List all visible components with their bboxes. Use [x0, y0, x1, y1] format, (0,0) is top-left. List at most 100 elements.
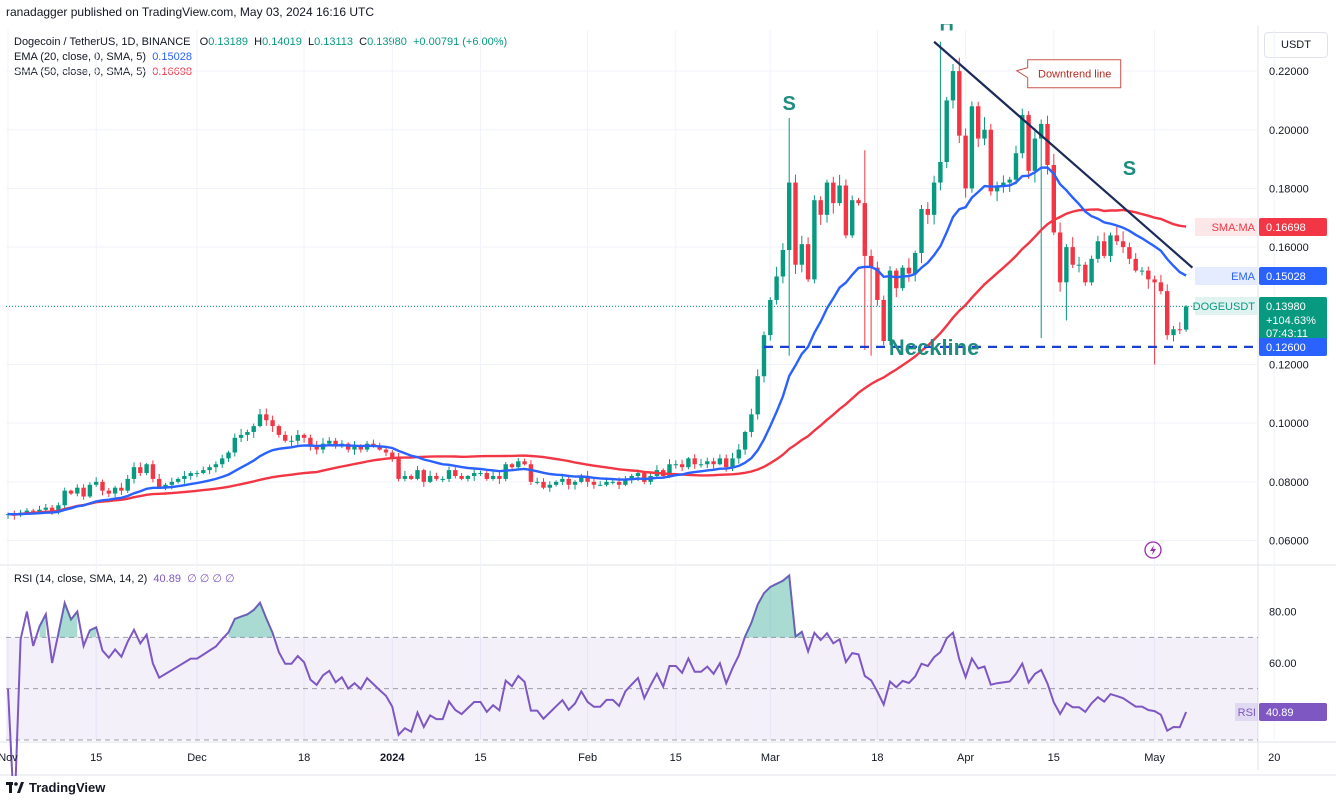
rsi-legend[interactable]: RSI (14, close, SMA, 14, 2) 40.89 ∅ ∅ ∅ … — [14, 572, 235, 585]
candle-body — [1127, 247, 1132, 259]
candle-body — [453, 470, 458, 476]
time-tick-label: 15 — [474, 752, 486, 764]
candle-body — [894, 270, 899, 289]
callout-box — [1015, 59, 1122, 89]
price-tick-label: 0.22000 — [1269, 66, 1309, 78]
candle-body — [421, 470, 426, 482]
legend-close-label: C — [359, 36, 368, 48]
candle-body — [490, 475, 496, 479]
candle-body — [163, 484, 168, 488]
price-tick-label: 0.08000 — [1269, 477, 1309, 489]
rsi-overbought-fill — [745, 575, 802, 638]
candle-body — [1114, 235, 1119, 242]
chart-legend: Dogecoin / TetherUS, 1D, BINANCE O0.1318… — [14, 35, 507, 80]
candle-body — [736, 449, 741, 459]
candle-body — [856, 200, 861, 204]
legend-ema-label: EMA (20, close, 0, SMA, 5) — [14, 51, 147, 63]
lightning-icon[interactable] — [1144, 541, 1162, 559]
candle-body — [1158, 282, 1164, 292]
candle-body — [301, 434, 307, 438]
candle-body — [1095, 241, 1101, 259]
legend-low: 0.13113 — [314, 36, 354, 48]
published-by-text: ranadagger published on TradingView.com,… — [6, 5, 375, 19]
legend-open-label: O — [199, 36, 209, 48]
drawings: S H S Neckline Downtrend line — [6, 24, 1258, 559]
candle-body — [1032, 138, 1038, 171]
candle-body — [188, 473, 193, 476]
price-axis[interactable]: 0.060000.080000.100000.120000.140000.160… — [1269, 66, 1309, 670]
downtrend-line — [933, 40, 1194, 269]
candle-body — [201, 470, 206, 474]
legend-sma-label: SMA (50, close, 0, SMA, 5) — [14, 66, 147, 78]
rsi-background — [6, 636, 1258, 741]
candle-body — [755, 376, 760, 415]
candle-body — [81, 487, 86, 497]
time-axis[interactable]: Nov 15 Dec 18 2024 15 Feb 15 Mar 18 Apr 15 May 20 — [0, 752, 1280, 764]
rsi-tick-label: 60.00 — [1269, 658, 1297, 670]
rsi-tag-name-bg — [1235, 703, 1258, 721]
price-tag-name-bg — [1195, 297, 1258, 315]
candle-body — [598, 484, 603, 486]
candle-body — [906, 267, 912, 274]
candle-body — [1057, 232, 1063, 283]
candle-body — [1013, 153, 1019, 180]
price-tag-value-bg — [1259, 338, 1327, 356]
candle-body — [566, 478, 571, 485]
candle-body — [125, 478, 130, 491]
candle-body — [585, 475, 590, 482]
candle-body — [768, 299, 773, 336]
price-tick-label: 0.18000 — [1269, 183, 1309, 195]
legend-ema-row[interactable]: EMA (20, close, 0, SMA, 5) 0.15028 — [14, 50, 507, 65]
candle-body — [333, 440, 338, 447]
candle-body — [925, 208, 930, 215]
candle-body — [251, 426, 256, 432]
candle-body — [427, 475, 433, 482]
candle-body — [1171, 329, 1176, 336]
candle-body — [194, 473, 200, 475]
candle-body — [264, 414, 269, 421]
candle-body — [541, 481, 546, 488]
candle-body — [396, 458, 401, 479]
price-chart[interactable]: S H S Neckline Downtrend line 0.06000 0.08000… — [0, 24, 1336, 776]
candle-body — [824, 182, 830, 215]
candle-body — [409, 475, 414, 479]
candle-body — [100, 481, 105, 491]
candle-body — [144, 464, 149, 474]
candle-body — [87, 484, 93, 497]
candle-body — [913, 252, 918, 274]
candle-body — [472, 473, 477, 476]
candle-body — [1039, 123, 1044, 139]
candle-body — [276, 426, 282, 435]
candle-body — [131, 467, 137, 479]
legend-sma-row[interactable]: SMA (50, close, 0, SMA, 5) 0.16698 — [14, 65, 507, 80]
ema-20-line — [7, 166, 1187, 516]
candle-body — [900, 267, 905, 289]
candle-body — [1051, 164, 1056, 233]
candle-body — [289, 440, 294, 442]
rsi-tag-value-bg — [1259, 703, 1327, 721]
price-tag-value: 0.13980 — [1266, 301, 1306, 313]
candle-body — [799, 244, 804, 265]
candle-body — [390, 452, 395, 459]
candle-body — [591, 481, 597, 485]
candle-body — [1089, 258, 1094, 283]
price-tick-label: 0.20000 — [1269, 125, 1309, 137]
rsi-legend-label: RSI (14, close, SMA, 14, 2) — [14, 573, 148, 585]
pattern-label: S — [783, 93, 796, 115]
legend-close: 0.13980 — [367, 36, 407, 48]
candle-body — [1152, 279, 1157, 283]
chart-grid — [6, 30, 1275, 740]
rsi-overbought-fill — [228, 602, 273, 638]
candle-body — [1064, 247, 1069, 283]
time-tick-label: Dec — [187, 752, 207, 764]
price-tag-extra: 07:43:11 — [1266, 328, 1308, 340]
legend-symbol-row: Dogecoin / TetherUS, 1D, BINANCE O0.1318… — [14, 35, 507, 50]
candle-body — [635, 473, 641, 476]
candle-body — [579, 475, 584, 482]
candle-body — [686, 458, 691, 468]
candle-body — [717, 458, 723, 465]
candle-body — [1108, 235, 1113, 256]
candle-body — [295, 434, 300, 441]
legend-symbol[interactable]: Dogecoin / TetherUS, 1D, BINANCE — [14, 36, 191, 48]
time-tick-label: 2024 — [380, 752, 405, 764]
